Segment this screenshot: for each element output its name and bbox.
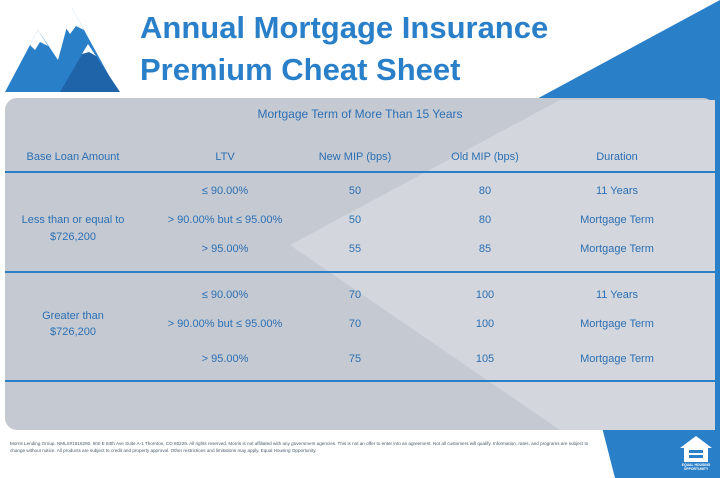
panel-shade xyxy=(290,100,715,430)
cell: > 90.00% but ≤ 95.00% xyxy=(167,318,283,330)
cell: 55 xyxy=(348,243,362,255)
column-header: Old MIP (bps) xyxy=(451,151,519,163)
cell: Mortgage Term xyxy=(580,214,654,226)
group-label: Less than or equal to xyxy=(21,214,125,226)
cell: ≤ 90.00% xyxy=(201,289,249,301)
group-label: $726,200 xyxy=(50,231,96,243)
cell: > 95.00% xyxy=(201,353,249,365)
cell: 75 xyxy=(348,353,362,365)
cell: 50 xyxy=(348,185,362,197)
group-label: Greater than xyxy=(42,310,104,322)
equal-housing-logo xyxy=(680,436,712,462)
mountain-logo xyxy=(5,8,120,92)
cell: 100 xyxy=(475,318,495,330)
logo-text: EQUAL HOUSING OPPORTUNITY xyxy=(681,463,711,471)
cell: 11 Years xyxy=(595,185,639,197)
column-header: Base Loan Amount xyxy=(26,151,120,163)
cell: Mortgage Term xyxy=(580,243,654,255)
cell: 105 xyxy=(475,353,495,365)
cell: > 95.00% xyxy=(201,243,249,255)
cell: Mortgage Term xyxy=(580,353,654,365)
cell: 80 xyxy=(478,214,492,226)
cell: 70 xyxy=(348,289,362,301)
cell: 50 xyxy=(348,214,362,226)
cell: 100 xyxy=(475,289,495,301)
column-header: LTV xyxy=(215,151,235,163)
title-line: Annual Mortgage Insurance xyxy=(140,10,549,45)
cell: 11 Years xyxy=(595,289,639,301)
group-label: $726,200 xyxy=(50,326,96,338)
cell: Mortgage Term xyxy=(580,318,654,330)
column-header: New MIP (bps) xyxy=(318,151,392,163)
table-caption: Mortgage Term of More Than 15 Years xyxy=(257,107,463,121)
cell: 80 xyxy=(478,185,492,197)
cell: ≤ 90.00% xyxy=(201,185,249,197)
cell: > 90.00% but ≤ 95.00% xyxy=(167,214,283,226)
cell: 70 xyxy=(348,318,362,330)
column-header: Duration xyxy=(596,151,638,163)
title-line: Premium Cheat Sheet xyxy=(140,52,461,87)
cell: 85 xyxy=(478,243,492,255)
disclaimer: Morris Lending Group. NMLS#1818280. 600 … xyxy=(10,441,589,453)
